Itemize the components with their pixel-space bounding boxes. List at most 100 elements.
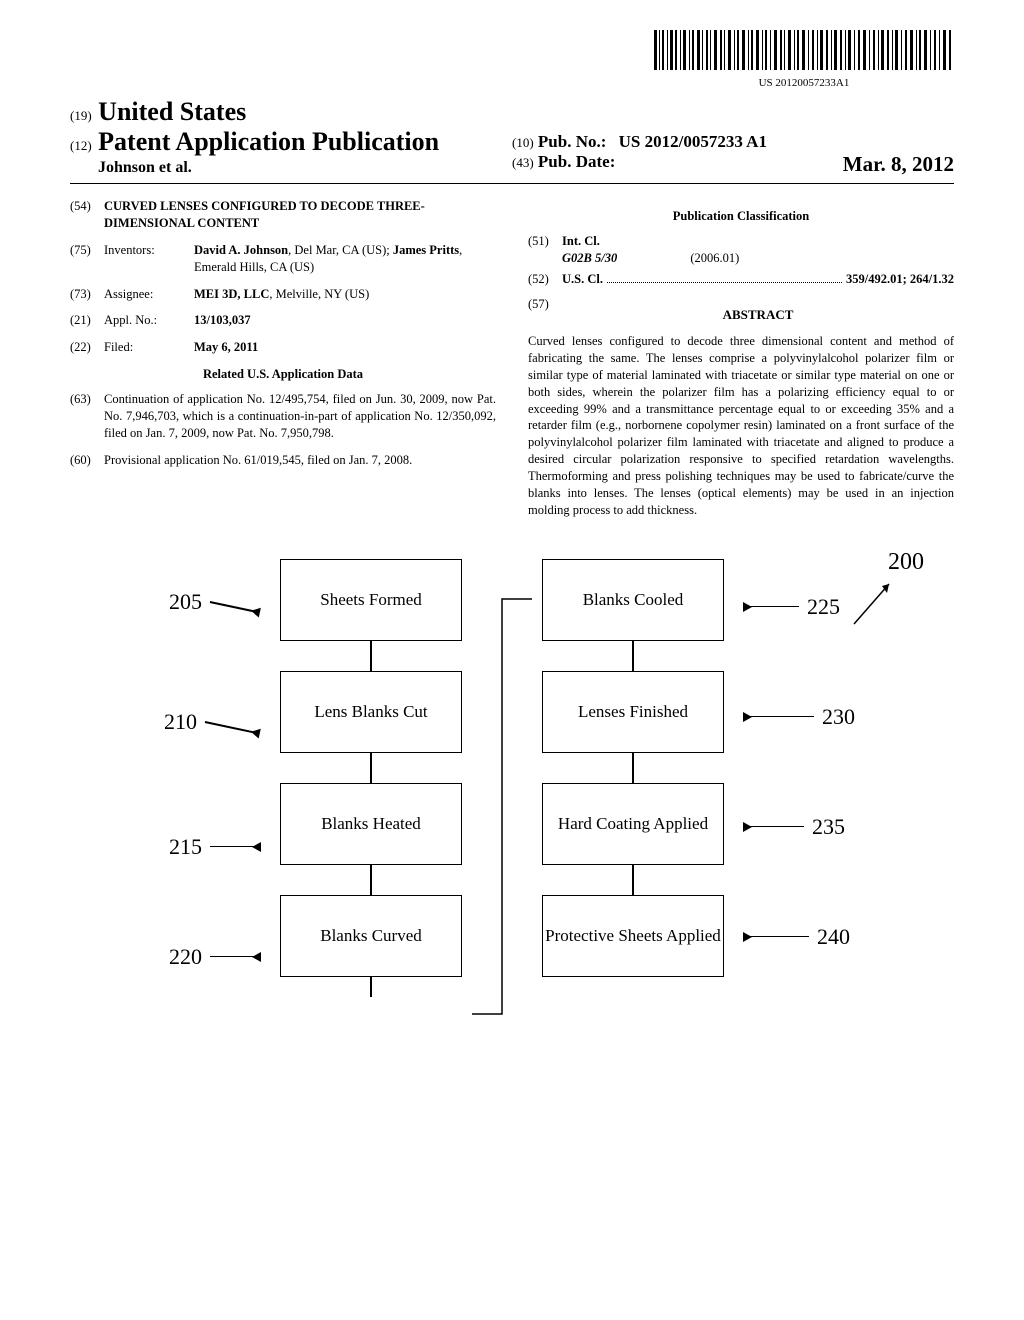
- tag-57: (57): [528, 296, 562, 330]
- box-210-text: Lens Blanks Cut: [314, 702, 427, 722]
- label-inventors: Inventors:: [104, 242, 194, 276]
- barcode-region: US 20120057233A1: [70, 30, 954, 91]
- box-230: Lenses Finished: [542, 671, 724, 753]
- conn-205-210: [370, 641, 372, 671]
- header-rule: [70, 183, 954, 184]
- num-240: 240: [817, 924, 850, 950]
- label-235: 235: [744, 814, 845, 840]
- label-215: 215: [169, 834, 260, 860]
- val-assignee: MEI 3D, LLC, Melville, NY (US): [194, 286, 496, 303]
- field-22: (22) Filed: May 6, 2011: [70, 339, 496, 356]
- figure-200: 200 205 210 215 220: [70, 559, 954, 997]
- label-220: 220: [169, 944, 260, 970]
- country-line: (19) United States: [70, 97, 512, 127]
- tag-22: (22): [70, 339, 104, 356]
- field-63: (63) Continuation of application No. 12/…: [70, 391, 496, 442]
- conn-230-235: [632, 753, 634, 783]
- pub-date-line: (43) Pub. Date: Mar. 8, 2012: [512, 152, 954, 177]
- box-220-text: Blanks Curved: [320, 926, 422, 946]
- tag-10: (10): [512, 135, 534, 150]
- title-54: CURVED LENSES CONFIGURED TO DECODE THREE…: [104, 198, 496, 232]
- conn-235-240: [632, 865, 634, 895]
- val-inventors: David A. Johnson, Del Mar, CA (US); Jame…: [194, 242, 496, 276]
- abstract-label: ABSTRACT: [562, 306, 954, 324]
- tag-19: (19): [70, 108, 92, 123]
- label-intcl: Int. Cl.: [562, 233, 954, 250]
- header: (19) United States (12) Patent Applicati…: [70, 97, 954, 177]
- box-240-text: Protective Sheets Applied: [545, 926, 721, 946]
- label-210: 210: [164, 709, 260, 735]
- field-73: (73) Assignee: MEI 3D, LLC, Melville, NY…: [70, 286, 496, 303]
- tag-63: (63): [70, 391, 104, 442]
- uscl-codes: 359/492.01; 264/1.32: [846, 271, 954, 288]
- pub-no-line: (10) Pub. No.: US 2012/0057233 A1: [512, 132, 954, 152]
- num-230: 230: [822, 704, 855, 730]
- authors: Johnson et al.: [70, 159, 512, 177]
- intcl-edition: (2006.01): [690, 251, 739, 265]
- val-applno: 13/103,037: [194, 312, 496, 329]
- tag-73: (73): [70, 286, 104, 303]
- label-applno: Appl. No.:: [104, 312, 194, 329]
- box-225: Blanks Cooled: [542, 559, 724, 641]
- field-54: (54) CURVED LENSES CONFIGURED TO DECODE …: [70, 198, 496, 232]
- box-235: Hard Coating Applied: [542, 783, 724, 865]
- label-uscl: U.S. Cl.: [562, 271, 603, 288]
- tag-75: (75): [70, 242, 104, 276]
- box-215: Blanks Heated: [280, 783, 462, 865]
- field-75: (75) Inventors: David A. Johnson, Del Ma…: [70, 242, 496, 276]
- num-235: 235: [812, 814, 845, 840]
- label-filed: Filed:: [104, 339, 194, 356]
- tag-51: (51): [528, 233, 562, 267]
- tag-12: (12): [70, 138, 92, 153]
- field-57: (57) ABSTRACT: [528, 296, 954, 330]
- box-240: Protective Sheets Applied: [542, 895, 724, 977]
- box-230-text: Lenses Finished: [578, 702, 688, 722]
- field-51: (51) Int. Cl. G02B 5/30 (2006.01): [528, 233, 954, 267]
- text-60: Provisional application No. 61/019,545, …: [104, 452, 496, 469]
- right-column: Publication Classification (51) Int. Cl.…: [528, 198, 954, 519]
- label-205: 205: [169, 589, 260, 615]
- field-21: (21) Appl. No.: 13/103,037: [70, 312, 496, 329]
- field-52: (52) U.S. Cl. 359/492.01; 264/1.32: [528, 271, 954, 288]
- barcode-number: US 20120057233A1: [654, 77, 954, 89]
- flow-left-col: Sheets Formed Lens Blanks Cut Blanks Hea…: [280, 559, 462, 997]
- pub-type-line: (12) Patent Application Publication: [70, 127, 512, 157]
- label-assignee: Assignee:: [104, 286, 194, 303]
- dots-leader: [607, 281, 842, 283]
- tag-52: (52): [528, 271, 562, 288]
- conn-215-220: [370, 865, 372, 895]
- conn-210-215: [370, 753, 372, 783]
- tag-21: (21): [70, 312, 104, 329]
- tag-60: (60): [70, 452, 104, 469]
- barcode-icon: US 20120057233A1: [654, 30, 954, 89]
- num-220: 220: [169, 944, 202, 970]
- intcl-code: G02B 5/30: [562, 251, 617, 265]
- num-215: 215: [169, 834, 202, 860]
- pub-date: Mar. 8, 2012: [843, 152, 954, 177]
- field-60: (60) Provisional application No. 61/019,…: [70, 452, 496, 469]
- box-235-text: Hard Coating Applied: [558, 814, 708, 834]
- val-filed: May 6, 2011: [194, 339, 496, 356]
- pub-type: Patent Application Publication: [98, 127, 439, 156]
- flow-mid-connector: [492, 559, 512, 997]
- flow-right-col: Blanks Cooled Lenses Finished Hard Coati…: [542, 559, 724, 997]
- classification-header: Publication Classification: [528, 208, 954, 225]
- num-205: 205: [169, 589, 202, 615]
- box-215-text: Blanks Heated: [321, 814, 421, 834]
- related-header: Related U.S. Application Data: [70, 366, 496, 383]
- pub-no-label: Pub. No.:: [538, 132, 606, 151]
- box-210: Lens Blanks Cut: [280, 671, 462, 753]
- box-205: Sheets Formed: [280, 559, 462, 641]
- conn-225-230: [632, 641, 634, 671]
- ref-200: 200: [888, 549, 924, 576]
- left-column: (54) CURVED LENSES CONFIGURED TO DECODE …: [70, 198, 496, 519]
- num-225: 225: [807, 594, 840, 620]
- tag-43: (43): [512, 155, 534, 170]
- pub-no: US 2012/0057233 A1: [619, 132, 767, 151]
- conn-220-out: [370, 977, 372, 997]
- country-name: United States: [98, 97, 246, 126]
- biblio-columns: (54) CURVED LENSES CONFIGURED TO DECODE …: [70, 198, 954, 519]
- label-240: 240: [744, 924, 850, 950]
- flowchart: 205 210 215 220 Sheets Formed: [70, 559, 954, 997]
- pub-date-label: Pub. Date:: [538, 152, 615, 171]
